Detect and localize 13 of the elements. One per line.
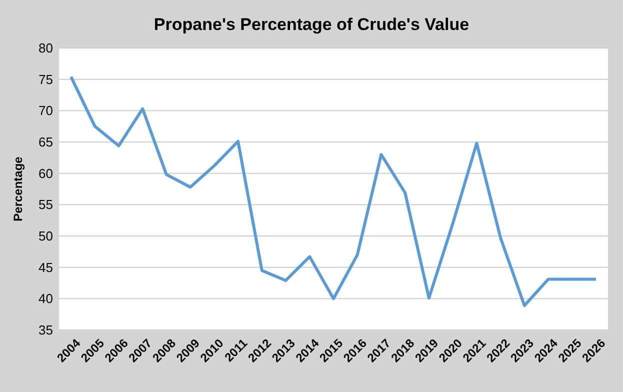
y-tick-label: 75 [38,72,53,87]
y-tick-label: 60 [38,166,53,181]
y-tick-label: 45 [38,260,53,275]
y-tick-label: 65 [38,134,53,150]
y-tick-label: 35 [38,322,53,338]
line-series [70,75,598,308]
y-axis-title: Percentage [11,156,25,222]
y-tick-label: 70 [38,103,53,118]
y-tick-label: 40 [38,291,53,306]
chart-title: Propane's Percentage of Crude's Value [154,15,470,34]
y-tick-label: 55 [38,197,53,212]
y-tick-label: 80 [38,40,53,56]
y-tick-label: 50 [38,228,53,244]
